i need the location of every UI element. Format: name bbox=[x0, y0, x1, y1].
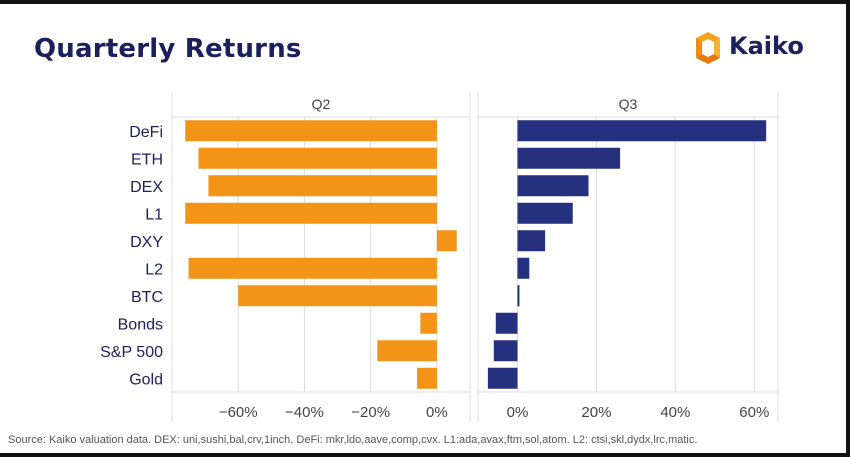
category-label: DEX bbox=[130, 179, 163, 196]
category-label: DXY bbox=[130, 234, 163, 251]
bar-q3 bbox=[517, 285, 520, 307]
bar-q3 bbox=[517, 230, 546, 252]
bar-q3 bbox=[493, 340, 518, 362]
bar-q2 bbox=[208, 175, 437, 197]
bar-q2 bbox=[417, 367, 437, 389]
kaiko-logo: Kaiko bbox=[690, 30, 830, 66]
bar-q2 bbox=[188, 257, 437, 279]
bar-q2 bbox=[238, 285, 437, 307]
bottom-border bbox=[0, 453, 850, 457]
x-tick-label: −40% bbox=[285, 404, 324, 421]
bar-q2 bbox=[420, 312, 437, 334]
bar-q2 bbox=[185, 120, 437, 142]
bar-q2 bbox=[198, 147, 437, 169]
bar-q2 bbox=[377, 340, 437, 362]
chart-title: Quarterly Returns bbox=[34, 34, 302, 64]
bar-q3 bbox=[517, 175, 589, 197]
kaiko-logo-icon bbox=[696, 32, 720, 64]
x-tick-label: 0% bbox=[426, 404, 448, 421]
category-label: L1 bbox=[145, 206, 163, 223]
kaiko-logo-text: Kaiko bbox=[729, 32, 804, 60]
bar-q3 bbox=[495, 312, 518, 334]
bar-q3 bbox=[487, 367, 518, 389]
bar-q3 bbox=[517, 202, 573, 224]
bar-q2 bbox=[185, 202, 437, 224]
x-tick-label: −60% bbox=[219, 404, 258, 421]
panel-header-q3: Q3 bbox=[619, 96, 638, 112]
x-tick-label: 60% bbox=[739, 404, 769, 421]
category-label: BTC bbox=[131, 289, 163, 306]
category-label: Gold bbox=[129, 371, 163, 388]
category-label: Bonds bbox=[118, 316, 163, 333]
bar-q3 bbox=[517, 257, 530, 279]
category-label: L2 bbox=[145, 261, 163, 278]
bar-q2 bbox=[436, 230, 457, 252]
category-label: DeFi bbox=[129, 124, 163, 141]
bar-q3 bbox=[517, 147, 621, 169]
x-tick-label: 20% bbox=[581, 404, 611, 421]
top-border bbox=[0, 0, 850, 4]
bar-q3 bbox=[517, 120, 767, 142]
category-label: S&P 500 bbox=[100, 344, 163, 361]
source-note: Source: Kaiko valuation data. DEX: uni,s… bbox=[8, 434, 698, 446]
x-tick-label: 0% bbox=[507, 404, 529, 421]
category-label: ETH bbox=[131, 151, 163, 168]
panel-header-q2: Q2 bbox=[312, 96, 331, 112]
x-tick-label: 40% bbox=[660, 404, 690, 421]
x-tick-label: −20% bbox=[351, 404, 390, 421]
right-border bbox=[846, 0, 850, 457]
